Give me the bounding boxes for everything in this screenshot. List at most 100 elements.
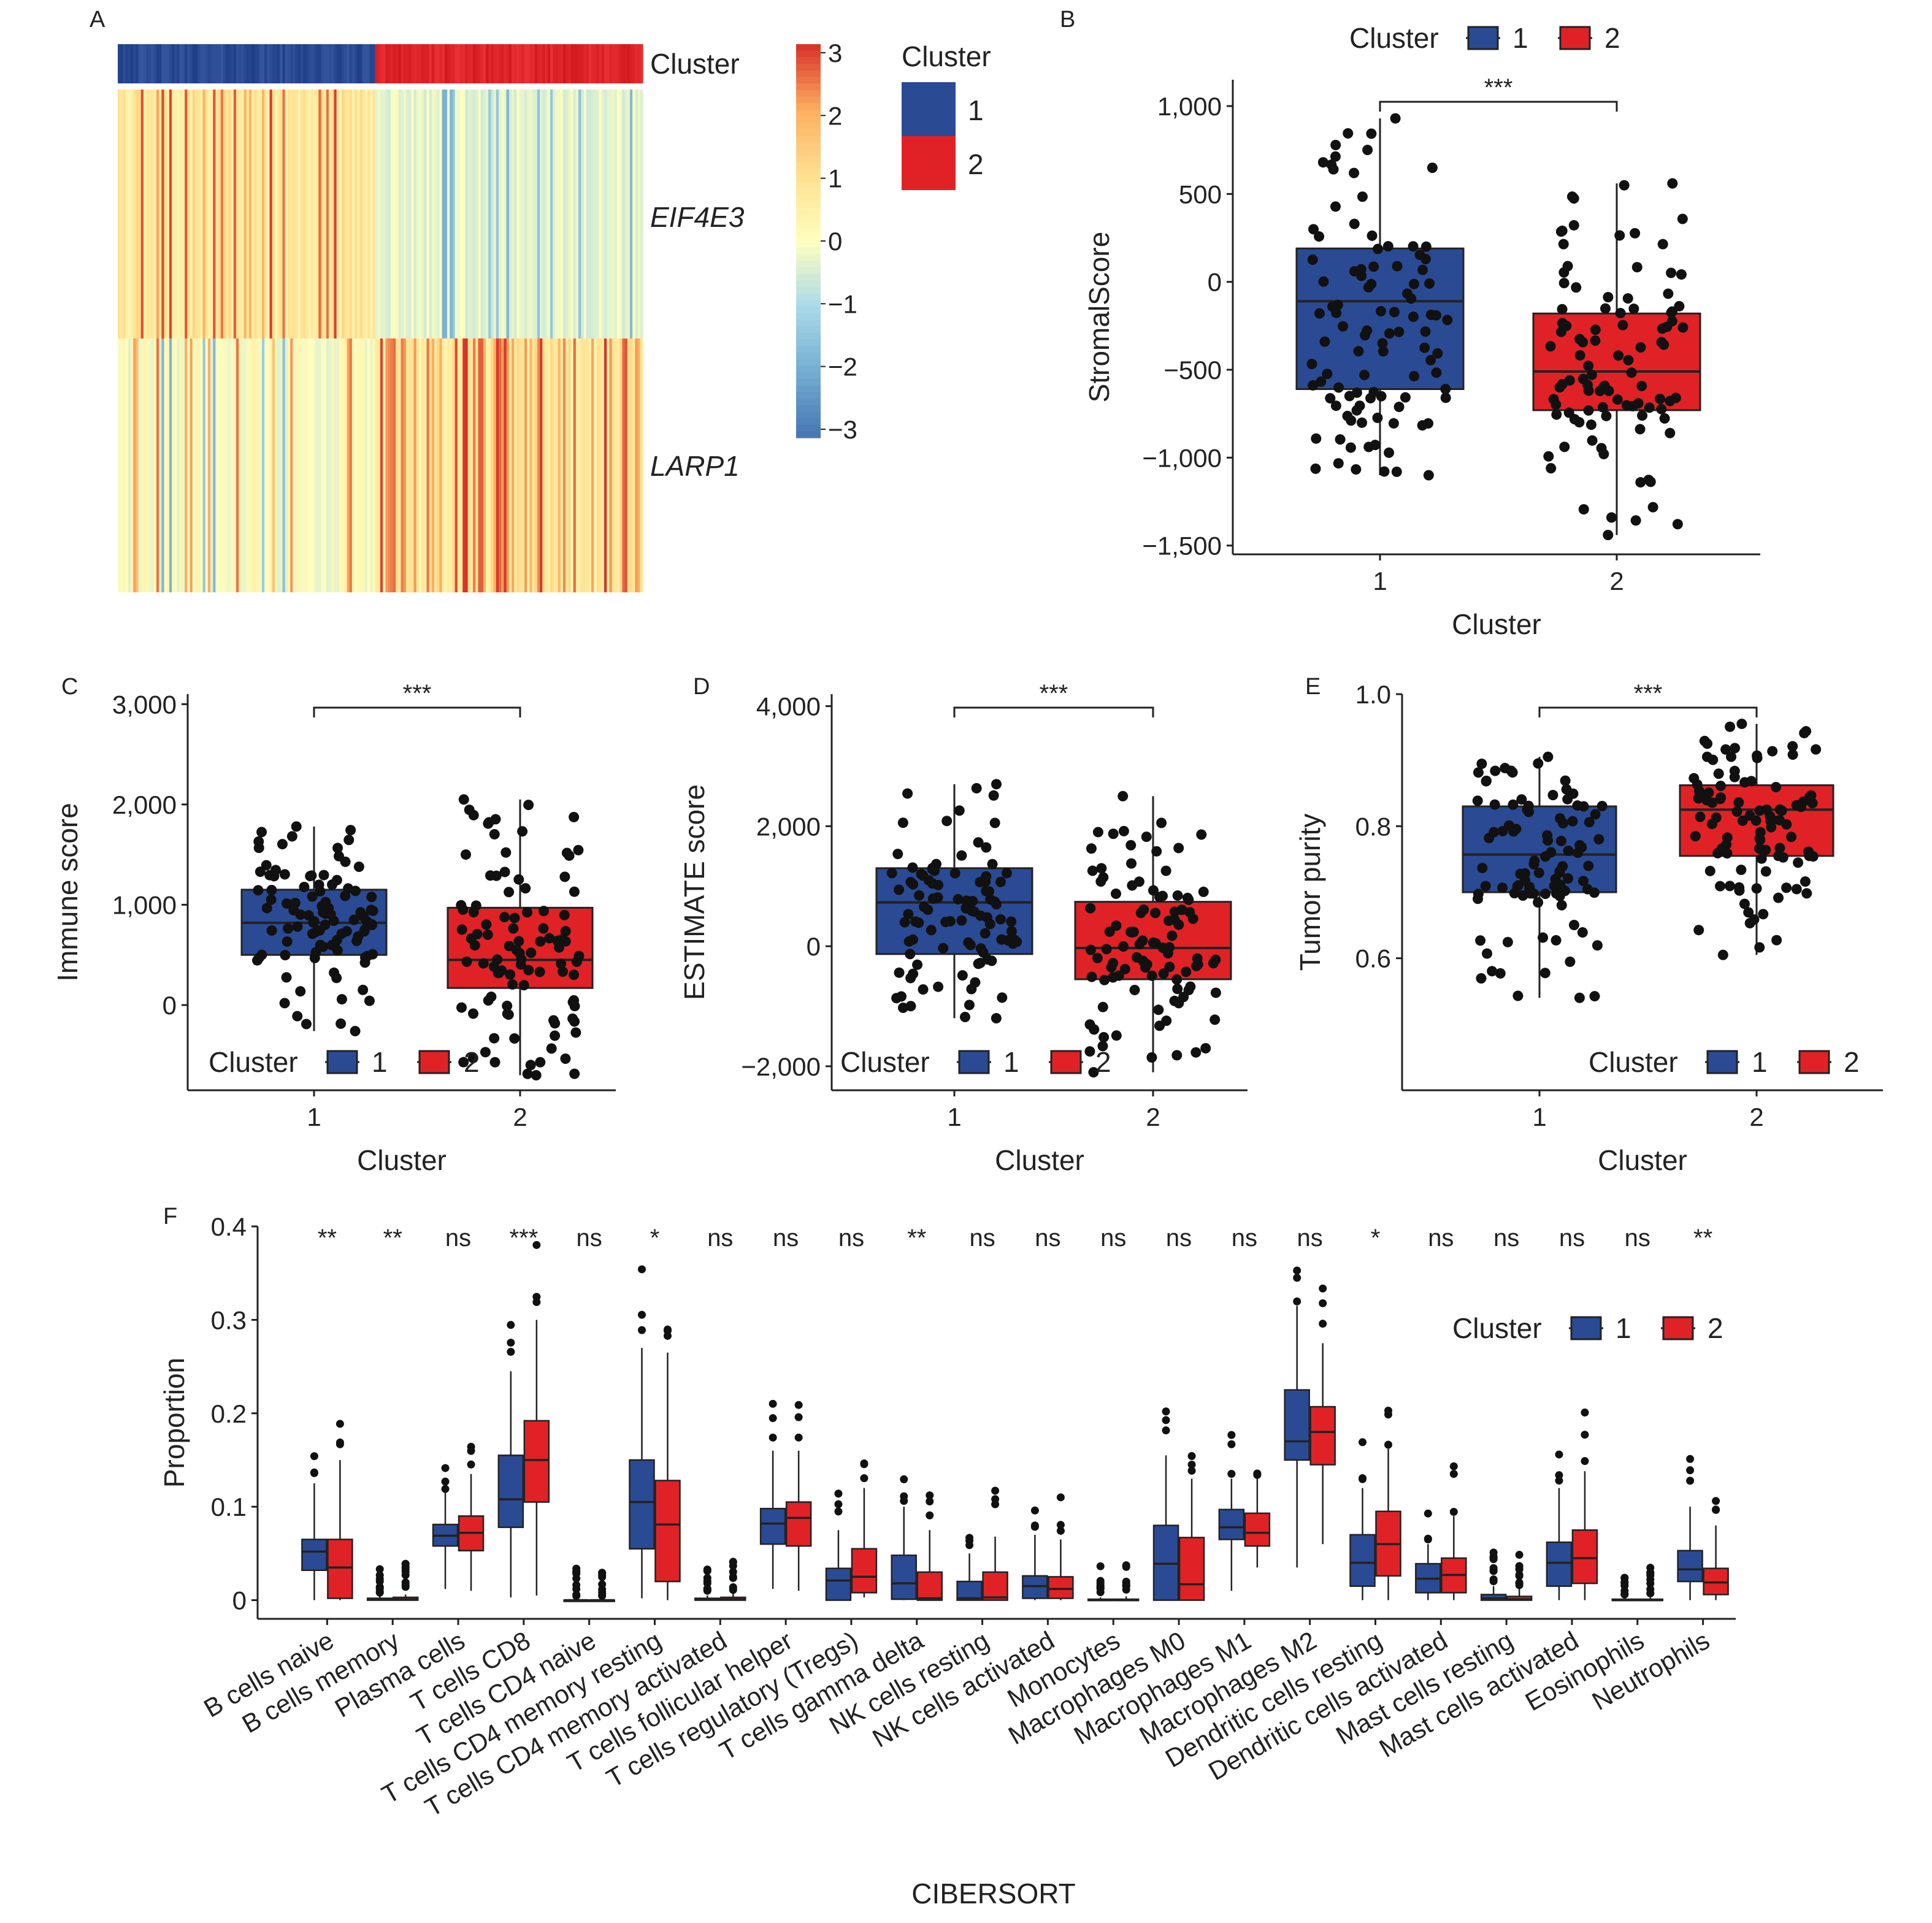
annotation-cell bbox=[342, 44, 345, 83]
data-point bbox=[1392, 467, 1402, 477]
heatmap-cell bbox=[221, 338, 224, 592]
outlier-point bbox=[1712, 1506, 1720, 1514]
heatmap-cell bbox=[378, 90, 381, 338]
box-macrophages-m2-cluster-1 bbox=[1285, 1390, 1309, 1460]
data-point bbox=[1570, 414, 1580, 424]
heatmap-cell bbox=[522, 90, 525, 338]
heatmap-cell bbox=[218, 338, 221, 592]
colorbar-step bbox=[796, 202, 821, 208]
data-point bbox=[1424, 278, 1435, 289]
heatmap-cell bbox=[512, 90, 515, 338]
colorbar-step bbox=[796, 143, 821, 150]
data-point bbox=[1002, 868, 1012, 879]
data-point bbox=[995, 914, 1006, 925]
data-point bbox=[1801, 888, 1812, 898]
heatmap-cell bbox=[267, 338, 270, 592]
data-point bbox=[559, 871, 570, 882]
outlier-point bbox=[467, 1461, 475, 1469]
data-point bbox=[573, 950, 584, 961]
heatmap-cell bbox=[499, 90, 502, 338]
data-point bbox=[1164, 962, 1175, 972]
heatmap-cell bbox=[481, 338, 484, 592]
heatmap-cell bbox=[627, 338, 631, 592]
data-point bbox=[1325, 393, 1335, 403]
data-point bbox=[1767, 746, 1777, 757]
outlier-point bbox=[638, 1265, 646, 1273]
data-point bbox=[1792, 884, 1802, 894]
x-tick-label: 2 bbox=[513, 1103, 527, 1131]
heatmap-cell bbox=[550, 338, 553, 592]
heatmap-cell bbox=[239, 90, 242, 338]
annotation-cell bbox=[221, 44, 224, 83]
outlier-point bbox=[729, 1568, 737, 1576]
annotation-cell bbox=[187, 44, 190, 83]
heatmap-cell bbox=[350, 338, 353, 592]
heatmap-cell bbox=[318, 338, 321, 592]
data-point bbox=[1666, 307, 1676, 318]
data-point bbox=[478, 958, 489, 969]
heatmap-cell bbox=[383, 90, 386, 338]
annotation-cell bbox=[458, 44, 461, 83]
data-point bbox=[1567, 816, 1577, 827]
annotation-cell bbox=[293, 44, 296, 83]
colorbar-step bbox=[796, 169, 821, 175]
heatmap-cell bbox=[177, 90, 180, 338]
data-point bbox=[989, 790, 999, 801]
annotation-cell bbox=[156, 44, 159, 83]
data-point bbox=[1333, 382, 1344, 392]
annotation-cell bbox=[128, 44, 131, 83]
data-point bbox=[561, 936, 571, 947]
data-point bbox=[997, 992, 1007, 1003]
heatmap-cell bbox=[133, 90, 136, 338]
heatmap-cell bbox=[172, 338, 175, 592]
data-point bbox=[1173, 843, 1184, 853]
data-point bbox=[513, 936, 524, 946]
data-point bbox=[1389, 307, 1400, 317]
annotation-cell bbox=[529, 44, 532, 83]
heatmap-cell bbox=[169, 338, 172, 592]
row-label-larp1: LARP1 bbox=[650, 450, 740, 482]
annotation-cell bbox=[545, 44, 548, 83]
data-point bbox=[894, 885, 904, 895]
data-point bbox=[1547, 790, 1558, 800]
outlier-point bbox=[310, 1452, 318, 1460]
data-point bbox=[1384, 328, 1395, 338]
box-t-cells-gamma-delta-cluster-1 bbox=[892, 1555, 916, 1599]
x-tick-label: 1 bbox=[1532, 1103, 1546, 1131]
outlier-point bbox=[598, 1571, 606, 1579]
annotation-cell bbox=[139, 44, 142, 83]
significance-label: ns bbox=[1559, 1225, 1585, 1252]
heatmap-cell bbox=[411, 90, 414, 338]
colorbar-step bbox=[796, 274, 821, 281]
outlier-point bbox=[664, 1327, 672, 1335]
heatmap-cell bbox=[607, 338, 610, 592]
data-point bbox=[1658, 239, 1668, 250]
colorbar-step bbox=[796, 83, 821, 90]
heatmap-cell bbox=[638, 338, 641, 592]
data-point bbox=[975, 911, 986, 921]
heatmap-cell bbox=[205, 90, 209, 338]
colorbar-step bbox=[796, 208, 821, 215]
data-point bbox=[1484, 833, 1494, 843]
outlier-point bbox=[376, 1588, 384, 1596]
colorbar-tick-label: −2 bbox=[828, 353, 857, 381]
data-point bbox=[1715, 781, 1726, 791]
data-point bbox=[1563, 261, 1573, 271]
heatmap-cell bbox=[612, 338, 615, 592]
data-point bbox=[1781, 882, 1792, 893]
legend-label-2: 2 bbox=[1844, 1046, 1860, 1078]
annotation-cell bbox=[640, 44, 643, 83]
outlier-point bbox=[1581, 1457, 1589, 1465]
heatmap-cell bbox=[437, 338, 440, 592]
heatmap-cell bbox=[632, 90, 635, 338]
data-point bbox=[1333, 458, 1344, 468]
data-point bbox=[560, 1053, 570, 1064]
data-point bbox=[569, 812, 579, 822]
heatmap-cell bbox=[516, 90, 519, 338]
heatmap-cell bbox=[460, 90, 463, 338]
heatmap-cell bbox=[452, 338, 455, 592]
heatmap-legend-label-1: 1 bbox=[968, 94, 984, 126]
data-point bbox=[1722, 848, 1732, 858]
heatmap-cell bbox=[393, 338, 396, 592]
heatmap-cell bbox=[488, 90, 491, 338]
